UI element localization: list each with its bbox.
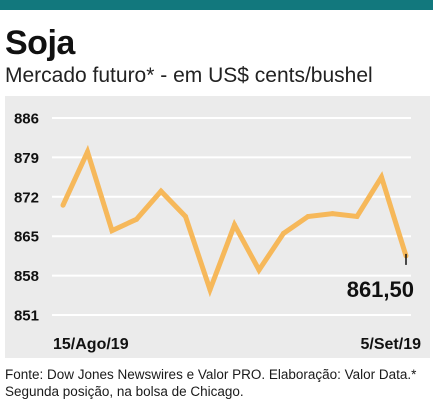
- data-point: [256, 267, 262, 273]
- top-accent-bar: [0, 0, 433, 10]
- source-note: Fonte: Dow Jones Newswires e Valor PRO. …: [5, 367, 417, 399]
- data-point: [109, 228, 115, 234]
- data-point: [281, 230, 286, 236]
- data-point: [305, 214, 311, 219]
- data-point: [232, 222, 237, 228]
- data-point: [134, 216, 139, 222]
- last-value-label: 861,50: [347, 277, 414, 302]
- data-point: [379, 174, 384, 180]
- data-point: [183, 214, 188, 219]
- y-tick-label: 886: [14, 111, 39, 128]
- y-tick-label: 851: [14, 308, 39, 325]
- x-tick-label: 5/Set/19: [361, 336, 422, 353]
- chart-panel: 886 879 872 865 858 851 861,50 15/Ago/19 5/Set/1…: [5, 96, 430, 358]
- y-tick-label: 872: [14, 189, 39, 206]
- data-point: [158, 188, 164, 194]
- y-tick-label: 865: [14, 229, 39, 246]
- chart-subtitle: Mercado futuro* - em US$ cents/bushel: [5, 64, 373, 87]
- data-point: [60, 202, 66, 208]
- x-tick-label: 15/Ago/19: [53, 336, 129, 353]
- data-point: [330, 211, 335, 217]
- data-point: [207, 287, 213, 293]
- chart-title: Soja: [5, 24, 75, 62]
- y-tick-label: 879: [14, 150, 39, 167]
- y-tick-label: 858: [14, 268, 39, 285]
- line-chart: 886 879 872 865 858 851 861,50 15/Ago/19 5/Set/1…: [14, 111, 422, 354]
- data-point: [354, 214, 360, 219]
- series-line: [60, 144, 409, 298]
- data-point: [85, 149, 90, 155]
